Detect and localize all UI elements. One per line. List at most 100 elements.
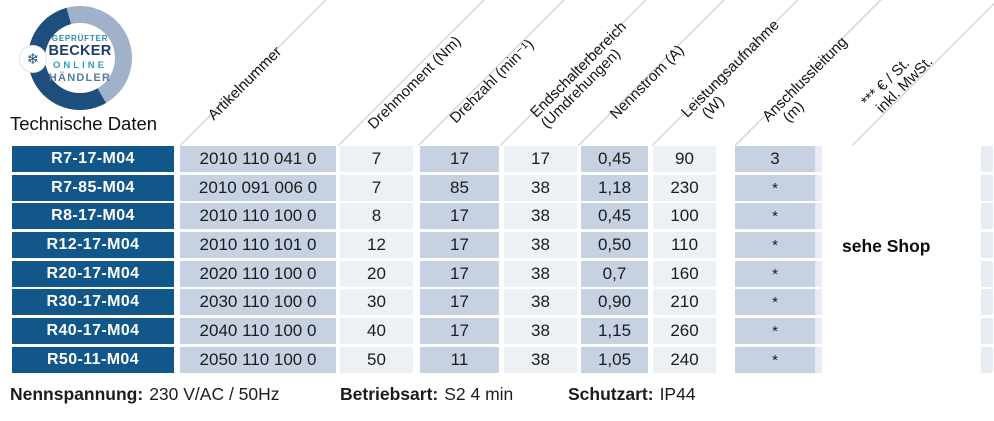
cell-fragment	[815, 232, 822, 258]
column-header-line: Drehzahl (min⁻¹)	[446, 35, 538, 127]
badge-line-becker: BECKER	[48, 42, 112, 59]
cell-nennstrom: 0,90	[581, 289, 648, 315]
cell-leistungsaufnahme: 240	[653, 347, 716, 373]
cell-model: R7-85-M04	[12, 175, 174, 201]
cell-endschalterbereich: 38	[504, 203, 577, 229]
column-header: *** € / St. inkl. MwSt.	[858, 43, 936, 120]
cell-nennstrom: 1,15	[581, 318, 648, 344]
cell-nennstrom: 1,05	[581, 347, 648, 373]
cell-model: R40-17-M04	[12, 318, 174, 344]
cell-drehzahl: 11	[420, 347, 499, 373]
cell-anschlussleitung: *	[735, 232, 815, 258]
cell-drehmoment: 30	[340, 289, 413, 315]
cell-artikelnummer: 2030 110 100 0	[180, 289, 336, 315]
cell-endschalterbereich: 38	[504, 232, 577, 258]
cell-nennstrom: 0,50	[581, 232, 648, 258]
cell-drehzahl: 17	[420, 146, 499, 172]
cell-drehzahl: 17	[420, 203, 499, 229]
spec-value: 230 V/AC / 50Hz	[149, 384, 280, 404]
column-header: Artikelnummer	[205, 43, 285, 123]
cell-nennstrom: 1,18	[581, 175, 648, 201]
cell-drehzahl: 17	[420, 289, 499, 315]
cell-endschalterbereich: 38	[504, 261, 577, 287]
badge-text: GEPRÜFTER BECKER ONLINE HÄNDLER	[28, 6, 132, 110]
cell-endschalterbereich: 38	[504, 347, 577, 373]
cell-model: R8-17-M04	[12, 203, 174, 229]
spec-value: IP44	[659, 384, 696, 404]
badge-line-geprueft: GEPRÜFTER	[51, 33, 109, 43]
cell-model: R12-17-M04	[12, 232, 174, 258]
cell-fragment	[981, 175, 993, 201]
cell-drehzahl: 17	[420, 318, 499, 344]
cell-anschlussleitung: *	[735, 203, 815, 229]
cell-fragment	[815, 347, 822, 373]
cell-leistungsaufnahme: 230	[653, 175, 716, 201]
cell-nennstrom: 0,7	[581, 261, 648, 287]
cell-endschalterbereich: 38	[504, 289, 577, 315]
becker-dealer-badge: ❄ GEPRÜFTER BECKER ONLINE HÄNDLER	[20, 6, 132, 110]
cell-anschlussleitung: *	[735, 175, 815, 201]
cell-fragment	[981, 146, 993, 172]
cell-fragment	[815, 175, 822, 201]
spec-label: Nennspannung:	[10, 384, 144, 404]
cell-fragment	[981, 261, 993, 287]
cell-fragment	[815, 146, 822, 172]
cell-leistungsaufnahme: 110	[653, 232, 716, 258]
cell-model: R7-17-M04	[12, 146, 174, 172]
cell-artikelnummer: 2050 110 100 0	[180, 347, 336, 373]
cell-drehzahl: 17	[420, 232, 499, 258]
cell-artikelnummer: 2010 110 100 0	[180, 203, 336, 229]
cell-drehmoment: 20	[340, 261, 413, 287]
cell-anschlussleitung: *	[735, 318, 815, 344]
cell-anschlussleitung: *	[735, 261, 815, 287]
column-header: Drehzahl (min⁻¹)	[446, 35, 538, 127]
spec-label: Betriebsart:	[340, 384, 439, 404]
spec-value: S2 4 min	[444, 384, 514, 404]
spec-betriebsart: Betriebsart: S2 4 min	[340, 384, 513, 405]
cell-fragment	[981, 289, 993, 315]
cell-fragment	[981, 347, 993, 373]
cell-drehzahl: 17	[420, 261, 499, 287]
cell-endschalterbereich: 38	[504, 318, 577, 344]
cell-drehzahl: 85	[420, 175, 499, 201]
price-note: sehe Shop	[842, 236, 931, 256]
cell-drehmoment: 8	[340, 203, 413, 229]
cell-model: R50-11-M04	[12, 347, 174, 373]
badge-line-haendler: HÄNDLER	[48, 71, 112, 84]
cell-fragment	[815, 318, 822, 344]
cell-artikelnummer: 2040 110 100 0	[180, 318, 336, 344]
spec-nennspannung: Nennspannung: 230 V/AC / 50Hz	[10, 384, 280, 405]
badge-line-online: ONLINE	[53, 59, 107, 71]
cell-model: R20-17-M04	[12, 261, 174, 287]
cell-fragment	[815, 203, 822, 229]
cell-drehmoment: 12	[340, 232, 413, 258]
snowflake-icon: ❄	[20, 46, 46, 72]
cell-drehmoment: 50	[340, 347, 413, 373]
cell-drehmoment: 7	[340, 175, 413, 201]
cell-model: R30-17-M04	[12, 289, 174, 315]
cell-artikelnummer: 2010 110 101 0	[180, 232, 336, 258]
cell-drehmoment: 40	[340, 318, 413, 344]
cell-fragment	[981, 318, 993, 344]
cell-endschalterbereich: 38	[504, 175, 577, 201]
badge-ring	[28, 6, 132, 110]
snowflake-glyph: ❄	[26, 51, 40, 68]
cell-leistungsaufnahme: 260	[653, 318, 716, 344]
cell-artikelnummer: 2020 110 100 0	[180, 261, 336, 287]
cell-anschlussleitung: 3	[735, 146, 815, 172]
cell-anschlussleitung: *	[735, 347, 815, 373]
cell-leistungsaufnahme: 100	[653, 203, 716, 229]
cell-nennstrom: 0,45	[581, 203, 648, 229]
cell-artikelnummer: 2010 091 006 0	[180, 175, 336, 201]
cell-drehmoment: 7	[340, 146, 413, 172]
cell-endschalterbereich: 17	[504, 146, 577, 172]
cell-fragment	[981, 203, 993, 229]
spec-schutzart: Schutzart: IP44	[568, 384, 696, 405]
cell-anschlussleitung: *	[735, 289, 815, 315]
cell-artikelnummer: 2010 110 041 0	[180, 146, 336, 172]
page-title: Technische Daten	[10, 113, 158, 134]
cell-nennstrom: 0,45	[581, 146, 648, 172]
spec-label: Schutzart:	[568, 384, 654, 404]
cell-leistungsaufnahme: 160	[653, 261, 716, 287]
